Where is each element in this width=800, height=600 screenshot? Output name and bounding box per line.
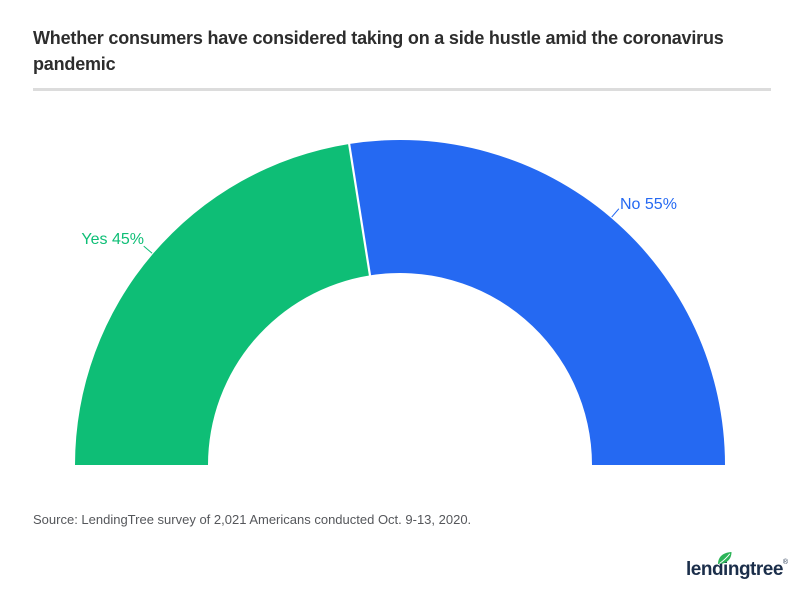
lendingtree-logo: lendingtree®	[686, 552, 789, 585]
leader-line-yes	[143, 245, 153, 254]
logo-wordmark: lendingtree	[686, 559, 783, 580]
registered-mark: ®	[782, 559, 789, 566]
title-divider	[33, 88, 771, 91]
slice-separator	[347, 142, 372, 277]
slice-label-no: No 55%	[620, 196, 677, 213]
chart-title: Whether consumers have considered taking…	[33, 28, 724, 74]
leader-line-no	[611, 208, 620, 218]
slice-no	[349, 139, 725, 465]
slice-label-yes: Yes 45%	[81, 231, 144, 248]
slice-yes	[75, 144, 370, 465]
source-note: Source: LendingTree survey of 2,021 Amer…	[33, 512, 472, 527]
leaf-icon	[718, 552, 732, 564]
